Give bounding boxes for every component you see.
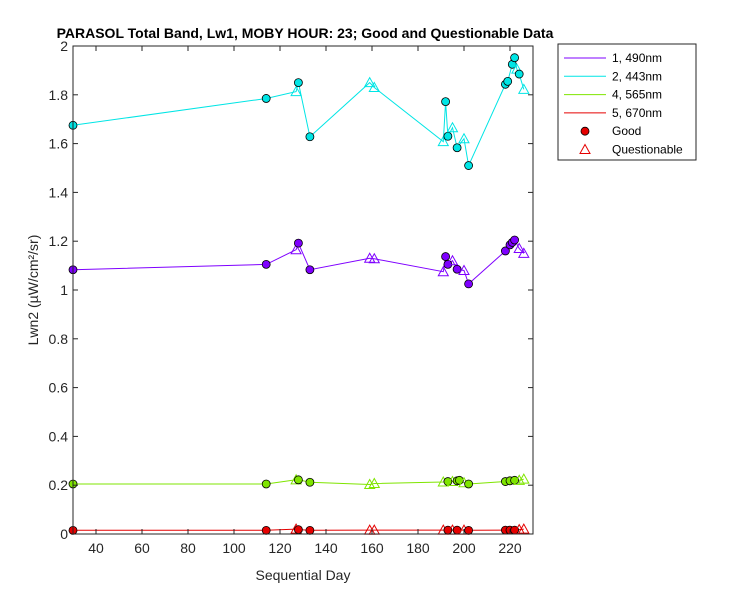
legend-box [557, 43, 697, 161]
questionable-point-marker [513, 474, 526, 485]
good-point-marker [464, 161, 474, 170]
x-tick-label: 100 [222, 540, 246, 556]
y-tick-label: 0.8 [49, 331, 69, 347]
questionable-point-marker [368, 252, 381, 264]
legend: 1, 490nm 2, 443nm 4, 565nm 5, 670nm Good Ques… [557, 43, 697, 161]
legend-label: Questionable [612, 143, 683, 157]
questionable-point-marker [517, 83, 530, 94]
x-axis-label: Sequential Day [256, 567, 351, 583]
x-tick-label: 120 [268, 540, 292, 556]
y-tick-label: 2 [60, 38, 68, 54]
good-point-marker [464, 279, 474, 289]
legend-good-marker [580, 126, 590, 136]
x-tick-label: 160 [360, 540, 384, 556]
good-point-marker [452, 143, 462, 153]
good-point-marker [261, 259, 271, 269]
good-point-marker [305, 477, 315, 487]
x-tick-label: 180 [406, 540, 430, 556]
questionable-point-marker [437, 135, 450, 147]
legend-questionable-marker [579, 143, 591, 154]
y-tick-label: 1.4 [49, 184, 69, 200]
good-point-marker [305, 132, 315, 142]
series-layer [68, 53, 530, 535]
good-point-marker [261, 479, 271, 489]
axes-layer: 40 60 80 100 120 140 160 180 200 220 0 0.2 0.4 0.6 0.8… [49, 38, 534, 556]
x-tick-label: 220 [498, 540, 522, 556]
questionable-point-marker [458, 264, 470, 275]
good-point-marker [443, 131, 453, 141]
y-tick-label: 1 [60, 282, 68, 298]
questionable-point-marker [290, 85, 302, 97]
good-point-marker [510, 235, 519, 245]
questionable-point-marker [290, 243, 302, 255]
good-point-marker [514, 69, 524, 79]
questionable-point-marker [513, 242, 526, 254]
chart-title: PARASOL Total Band, Lw1, MOBY HOUR: 23; … [57, 25, 554, 41]
x-tick-label: 200 [452, 540, 476, 556]
good-point-marker [293, 238, 303, 248]
questionable-point-marker [363, 76, 376, 88]
good-point-marker [261, 94, 271, 103]
good-point-marker [510, 53, 519, 63]
y-tick-label: 1.6 [49, 136, 69, 152]
y-tick-label: 0.2 [49, 477, 69, 493]
legend-label: 1, 490nm [612, 51, 662, 65]
good-point-marker [441, 252, 451, 261]
good-point-marker [261, 525, 271, 535]
good-point-marker [293, 78, 303, 87]
good-point-marker [441, 97, 451, 107]
questionable-point-marker [517, 247, 530, 258]
good-point-marker [305, 265, 315, 275]
y-axis-label: Lwn2 (µW/cm²/sr) [25, 235, 41, 346]
questionable-point-marker [517, 473, 530, 484]
good-point-marker [293, 475, 303, 485]
y-tick-label: 0.4 [49, 428, 69, 444]
plot-area [73, 46, 533, 534]
questionable-point-marker [458, 132, 470, 144]
x-tick-label: 40 [88, 540, 104, 556]
questionable-point-marker [368, 477, 381, 488]
legend-label: 5, 670nm [612, 106, 662, 120]
y-tick-label: 1.8 [49, 87, 69, 103]
questionable-point-marker [446, 121, 459, 133]
questionable-point-marker [437, 265, 450, 277]
x-tick-label: 80 [180, 540, 196, 556]
good-point-marker [452, 264, 462, 274]
good-point-marker [503, 76, 513, 86]
good-point-marker [464, 525, 474, 535]
questionable-point-marker [517, 523, 530, 534]
y-tick-label: 1.2 [49, 233, 69, 249]
good-point-marker [464, 479, 474, 489]
questionable-point-marker [446, 254, 459, 266]
y-tick-label: 0.6 [49, 380, 69, 396]
x-tick-label: 60 [134, 540, 150, 556]
y-tick-label: 0 [60, 526, 68, 542]
questionable-point-marker [368, 81, 381, 92]
legend-label: 2, 443nm [612, 69, 662, 83]
questionable-point-marker [363, 478, 376, 489]
good-point-marker [500, 246, 510, 256]
legend-label: 4, 565nm [612, 88, 662, 102]
x-tick-label: 140 [314, 540, 338, 556]
good-point-marker [293, 525, 303, 535]
legend-label: Good [612, 124, 641, 138]
good-point-marker [305, 525, 315, 535]
